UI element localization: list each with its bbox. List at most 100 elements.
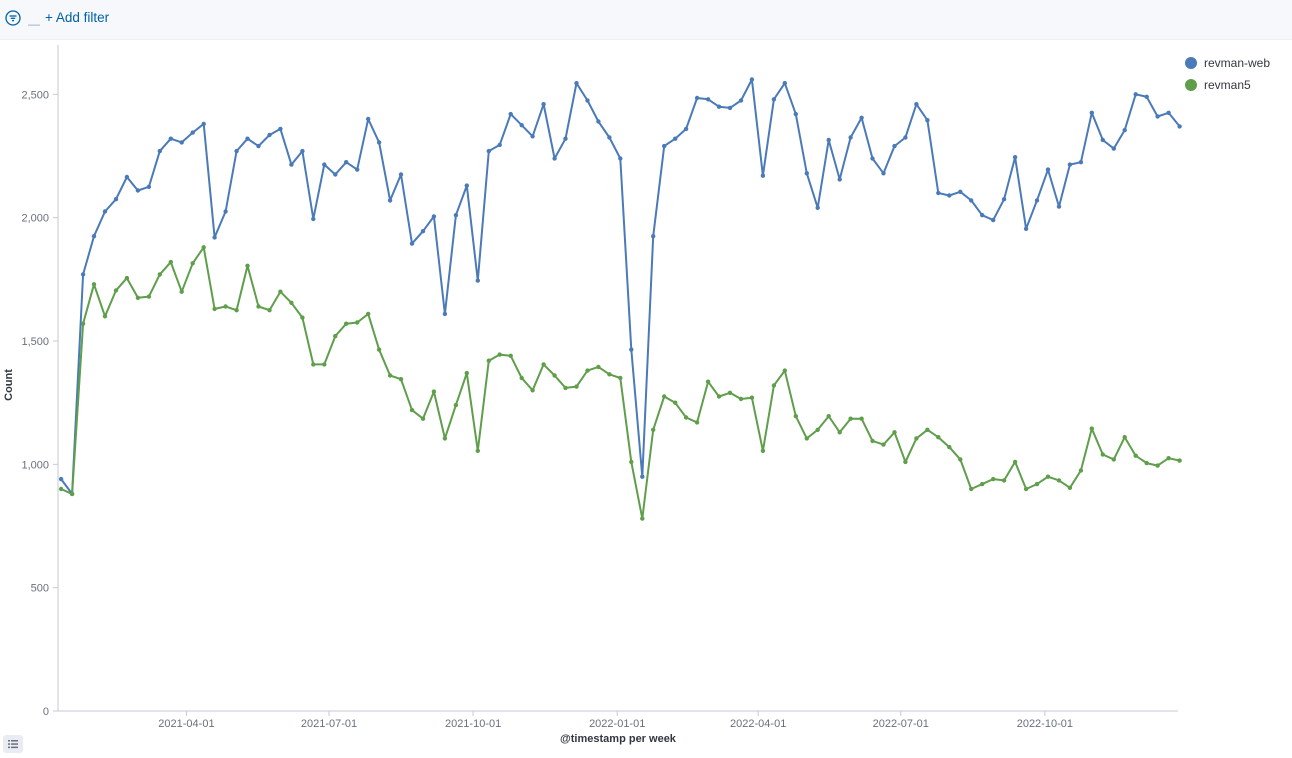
data-point[interactable] [673,400,678,405]
data-point[interactable] [640,516,645,521]
data-point[interactable] [1133,453,1138,458]
data-point[interactable] [1034,481,1040,487]
data-point[interactable] [716,104,722,109]
data-point[interactable] [705,379,711,384]
data-point[interactable] [387,373,393,378]
data-point[interactable] [201,245,206,250]
data-point[interactable] [1155,463,1160,468]
data-point[interactable] [179,289,184,294]
data-point[interactable] [980,481,985,487]
data-point[interactable] [190,261,195,266]
data-point[interactable] [1001,197,1007,202]
add-filter-button[interactable]: + Add filter [45,10,110,25]
data-point[interactable] [1089,426,1095,431]
data-point[interactable] [530,388,535,393]
data-point[interactable] [903,459,908,465]
data-point[interactable] [596,119,601,124]
data-point[interactable] [157,148,162,154]
data-point[interactable] [782,368,787,373]
data-point[interactable] [1144,460,1149,466]
data-point[interactable] [1012,155,1018,160]
data-point[interactable] [771,97,777,102]
data-point[interactable] [1045,474,1051,479]
data-point[interactable] [1023,226,1029,231]
data-point[interactable] [245,136,250,141]
data-point[interactable] [936,190,941,196]
data-point[interactable] [464,370,469,376]
data-point[interactable] [124,174,130,180]
data-point[interactable] [355,320,360,325]
data-point[interactable] [969,198,974,203]
data-point[interactable] [234,148,239,154]
data-point[interactable] [694,95,700,101]
data-point[interactable] [113,288,119,293]
data-point[interactable] [552,373,557,378]
data-point[interactable] [322,162,327,167]
data-point[interactable] [409,241,415,246]
data-point[interactable] [694,420,700,425]
data-point[interactable] [738,396,744,402]
data-point[interactable] [782,81,787,86]
data-point[interactable] [508,353,513,358]
data-point[interactable] [519,375,524,381]
data-point[interactable] [1100,137,1106,143]
data-point[interactable] [442,311,448,317]
data-point[interactable] [333,333,338,339]
data-point[interactable] [749,395,755,400]
data-point[interactable] [1111,146,1117,151]
data-point[interactable] [673,136,678,141]
data-point[interactable] [804,171,809,176]
data-point[interactable] [519,123,524,128]
data-point[interactable] [837,430,842,435]
data-point[interactable] [431,214,437,219]
data-point[interactable] [1122,127,1127,133]
data-point[interactable] [574,81,579,86]
data-point[interactable] [705,97,711,102]
data-point[interactable] [168,136,173,141]
data-point[interactable] [815,205,820,210]
data-point[interactable] [409,407,415,413]
data-point[interactable] [574,384,579,389]
data-point[interactable] [618,156,623,161]
list-view-button[interactable] [3,735,23,753]
data-point[interactable] [1012,459,1018,465]
data-point[interactable] [168,259,173,265]
data-point[interactable] [925,118,930,123]
data-point[interactable] [146,184,152,189]
data-point[interactable] [683,415,689,420]
data-point[interactable] [201,121,206,127]
data-point[interactable] [234,308,239,313]
data-point[interactable] [991,217,996,223]
data-point[interactable] [486,358,491,363]
data-point[interactable] [914,102,919,107]
data-point[interactable] [607,135,612,140]
data-point[interactable] [80,272,86,277]
data-point[interactable] [431,389,437,394]
data-point[interactable] [563,136,568,141]
data-point[interactable] [464,183,469,188]
data-point[interactable] [135,188,141,193]
data-point[interactable] [771,383,777,388]
data-point[interactable] [497,352,502,357]
data-point[interactable] [366,116,371,122]
data-point[interactable] [300,315,305,320]
data-point[interactable] [58,486,64,492]
data-point[interactable] [1177,124,1182,129]
data-point[interactable] [289,162,294,167]
data-point[interactable] [1078,160,1084,165]
data-point[interactable] [102,209,108,214]
data-point[interactable] [881,171,886,176]
data-point[interactable] [322,362,327,367]
data-point[interactable] [344,160,349,165]
data-point[interactable] [1100,452,1106,457]
data-point[interactable] [640,474,645,479]
data-point[interactable] [947,444,952,450]
data-point[interactable] [453,213,459,218]
data-point[interactable] [278,126,283,132]
data-point[interactable] [157,272,162,277]
data-point[interactable] [870,438,875,444]
data-point[interactable] [486,148,491,154]
data-point[interactable] [355,167,360,172]
data-point[interactable] [223,304,228,309]
data-point[interactable] [289,300,294,305]
